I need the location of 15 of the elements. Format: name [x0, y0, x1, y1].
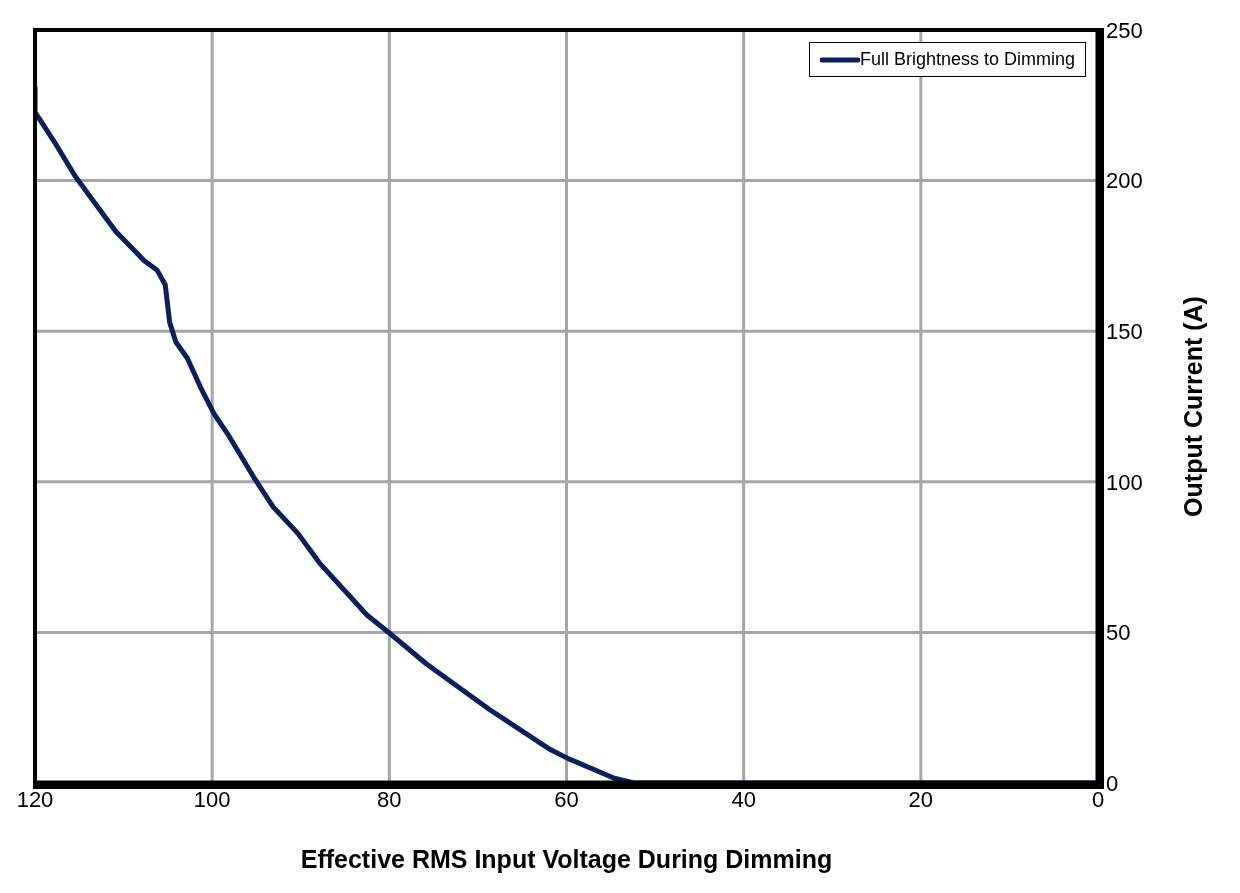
- x-tick-label: 100: [193, 786, 231, 812]
- x-tick-label: 120: [16, 786, 54, 812]
- x-tick-label: 60: [554, 786, 579, 812]
- x-tick-label: 40: [731, 786, 756, 812]
- y-axis-title: Output Current (A): [1178, 296, 1207, 517]
- x-tick-label: 80: [377, 786, 402, 812]
- y-tick-label: 0: [1106, 770, 1119, 796]
- x-axis-title: Effective RMS Input Voltage During Dimming: [300, 845, 833, 873]
- y-tick-label: 150: [1106, 319, 1143, 345]
- y-tick-label: 100: [1106, 469, 1143, 495]
- y-tick-label: 50: [1106, 620, 1131, 646]
- y-tick-label: 200: [1106, 168, 1143, 194]
- x-tick-label: 20: [908, 786, 934, 812]
- y-tick-label: 250: [1106, 17, 1143, 43]
- legend-label: Full Brightness to Dimming: [859, 49, 1075, 70]
